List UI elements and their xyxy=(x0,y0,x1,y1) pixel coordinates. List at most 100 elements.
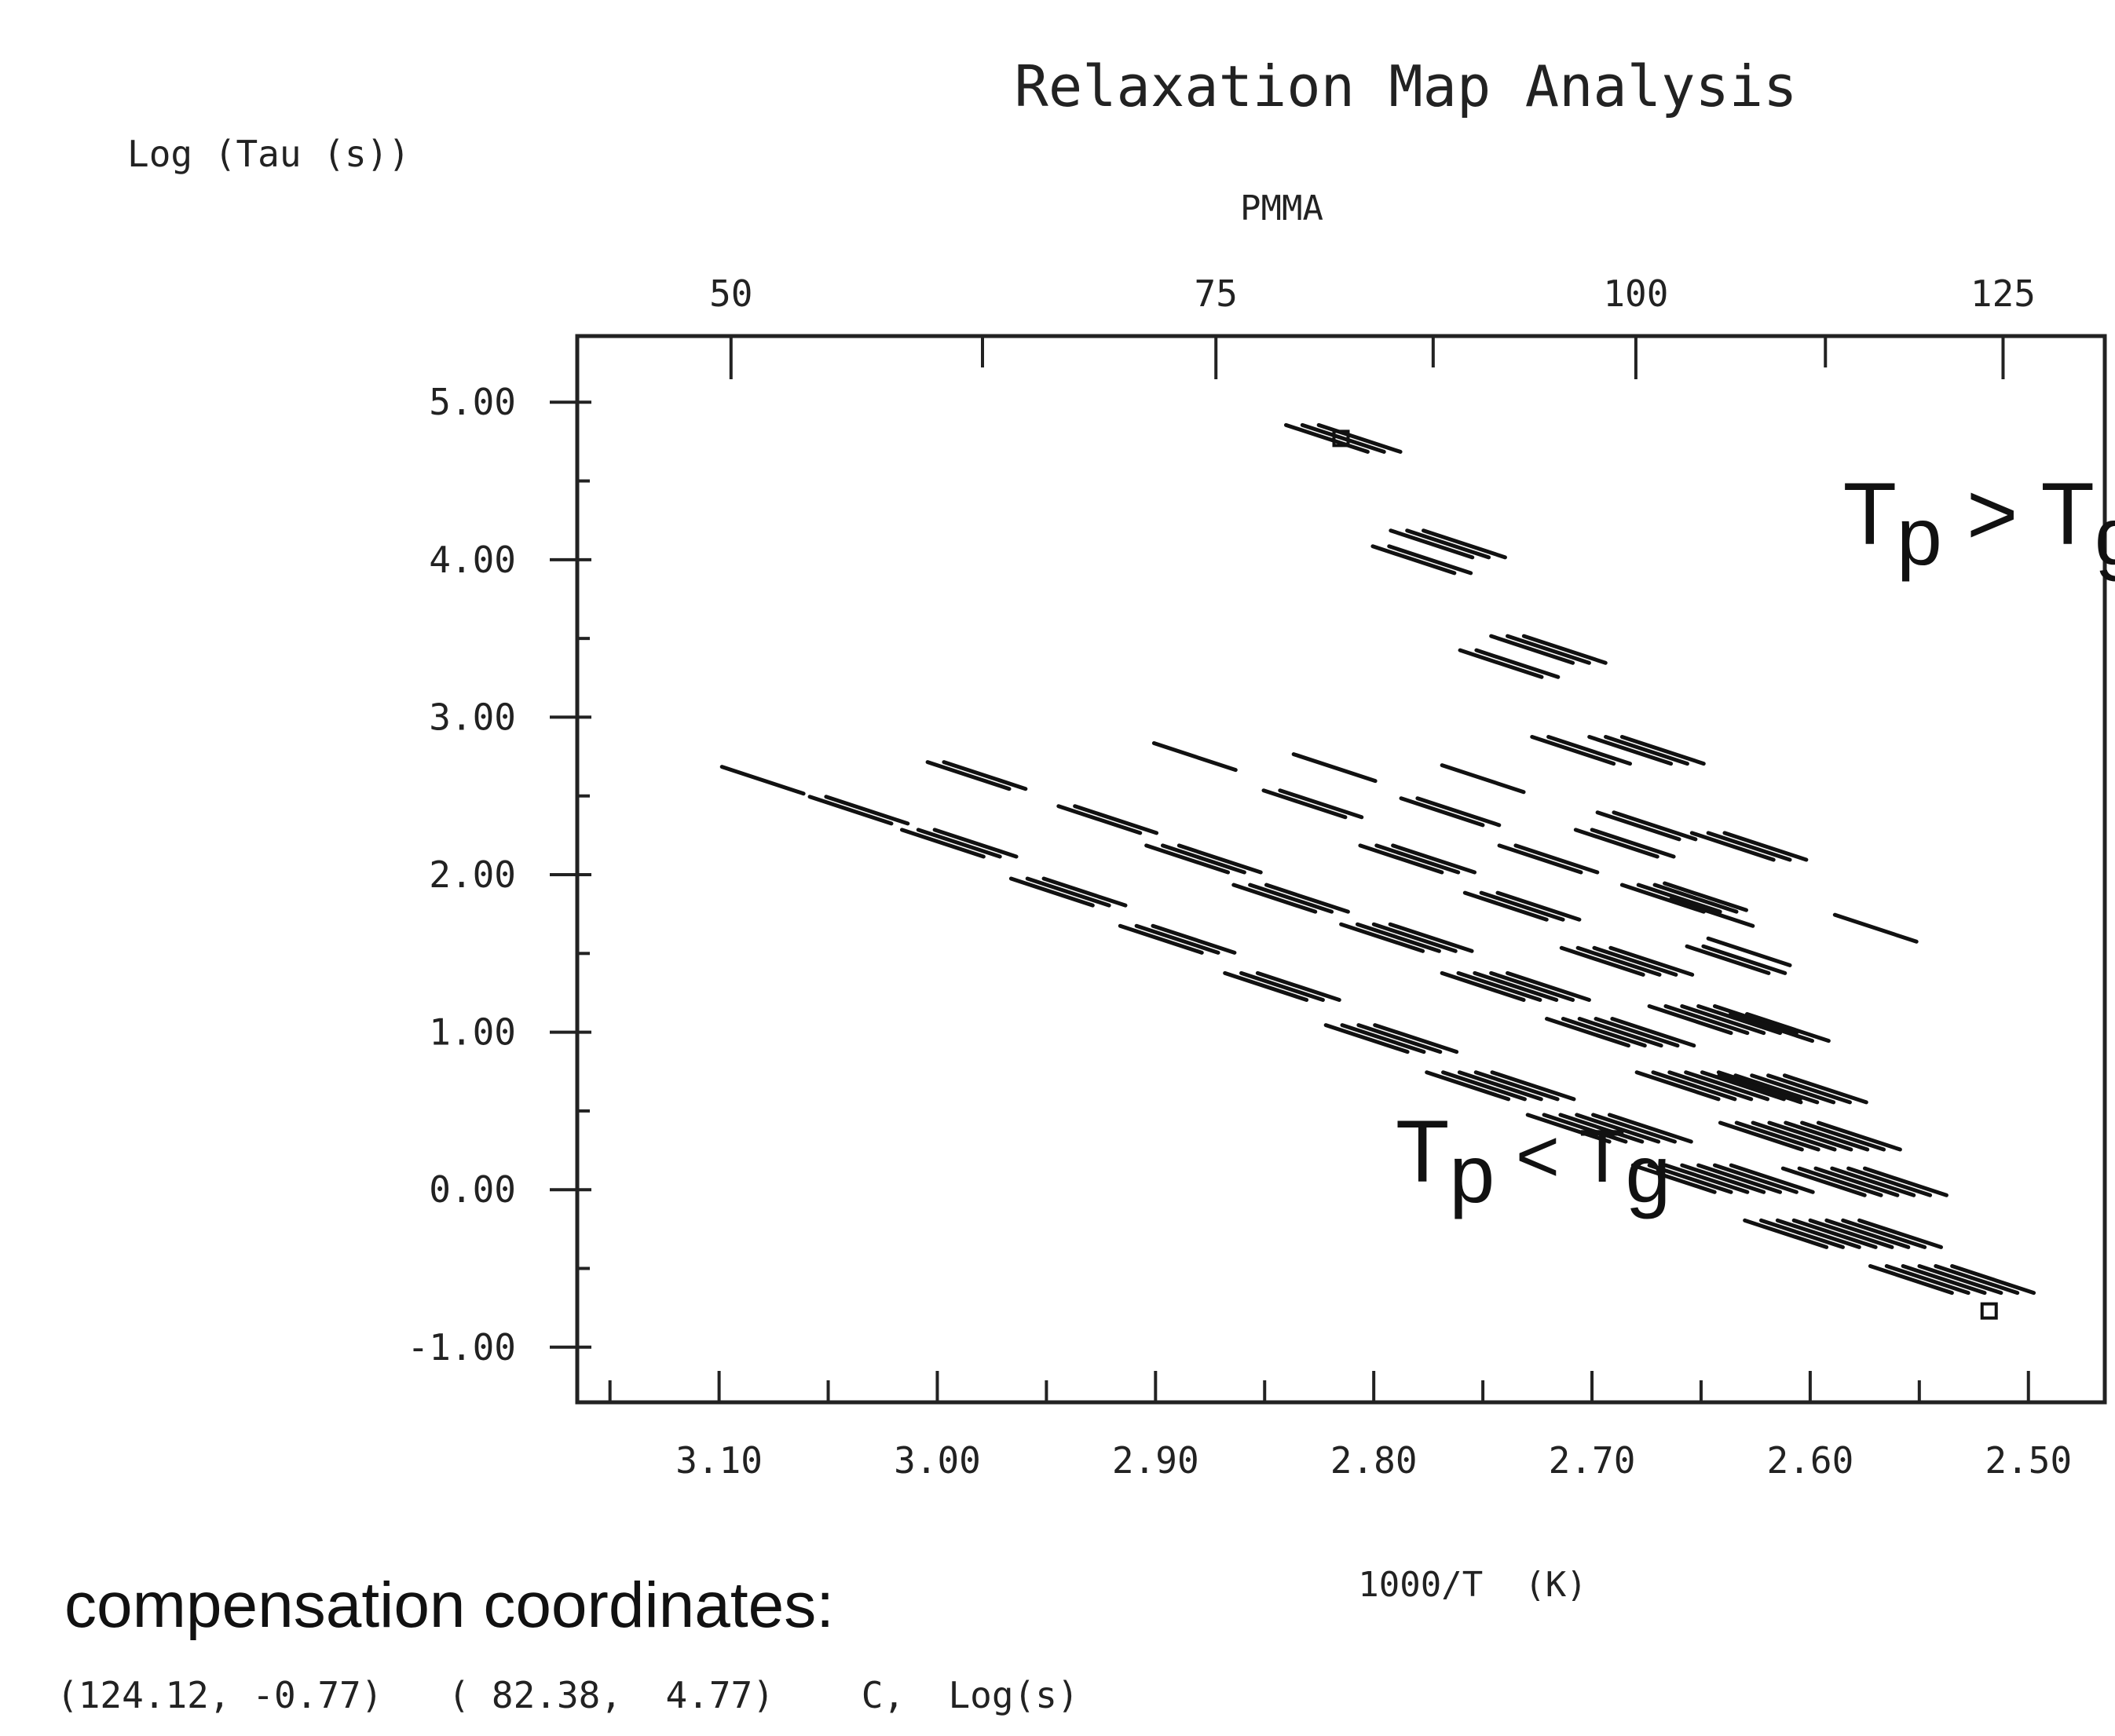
relaxation-segment xyxy=(1610,1017,1696,1048)
relaxation-segment xyxy=(1025,876,1111,908)
relaxation-segment xyxy=(1374,843,1461,875)
relaxation-segment xyxy=(1513,843,1600,875)
relaxation-segment xyxy=(1868,1263,1954,1296)
relaxation-segment xyxy=(1575,945,1662,977)
relaxation-segment xyxy=(1415,796,1502,828)
relaxation-segment xyxy=(1729,1012,1815,1043)
relaxation-segment xyxy=(1680,1004,1766,1036)
relaxation-segment xyxy=(1300,422,1386,454)
relaxation-segment xyxy=(1782,1073,1868,1105)
annotation-tp-greater-tg: Tp > Tg xyxy=(1843,465,2115,583)
relaxation-segment xyxy=(1370,544,1457,576)
annotation-upper-sub-p: p xyxy=(1897,492,1942,583)
y-axis: 5.00 4.00 3.00 2.00 1.00 0.00 -1.00 xyxy=(408,381,591,1369)
relaxation-segment xyxy=(1489,970,1575,1002)
annotation-lower-t: T xyxy=(1396,1102,1449,1201)
relaxation-segment xyxy=(1144,843,1231,875)
relaxation-segment xyxy=(1797,1166,1883,1197)
annotation-upper-t: T xyxy=(1843,465,1897,563)
relaxation-segment xyxy=(1595,810,1681,842)
bottom-axis: 3.10 3.00 2.90 2.80 2.70 2.60 2.50 xyxy=(608,1371,2072,1482)
relaxation-segment xyxy=(1884,1263,1970,1296)
relaxation-segment xyxy=(1425,1070,1511,1102)
top-tick-label: 125 xyxy=(1970,272,2036,315)
compensation-markers xyxy=(1332,429,1998,1320)
relaxation-segment xyxy=(1652,883,1739,914)
relaxation-segment xyxy=(1489,634,1575,665)
relaxation-segment xyxy=(1700,1070,1786,1102)
relaxation-series xyxy=(1440,763,1748,912)
relaxation-segment xyxy=(1751,1120,1837,1152)
relaxation-segment xyxy=(1440,763,1526,795)
relaxation-segment xyxy=(1832,912,1919,944)
relaxation-segment xyxy=(1722,831,1809,862)
relaxation-segment xyxy=(1160,843,1246,875)
relaxation-segment xyxy=(1630,1163,1717,1194)
relaxation-segment xyxy=(1680,1163,1766,1194)
relaxation-segment xyxy=(1619,883,1706,914)
relaxation-segment xyxy=(1264,883,1350,914)
relaxation-segment xyxy=(1612,810,1698,842)
relaxation-segment xyxy=(1808,1218,1894,1249)
relaxation-segment xyxy=(1255,970,1341,1002)
relaxation-segment xyxy=(1734,1120,1820,1152)
relaxation-segment xyxy=(1373,1023,1459,1054)
relaxation-segment xyxy=(1696,1004,1783,1036)
relaxation-segment xyxy=(1636,883,1722,914)
compensation-values: (124.12, -0.77) ( 82.38, 4.77) C, Log(s) xyxy=(57,1674,1079,1716)
relaxation-segment xyxy=(1733,1073,1820,1105)
x-tick-label: 2.80 xyxy=(1330,1439,1418,1482)
relaxation-segment xyxy=(1231,883,1318,914)
relaxation-segment xyxy=(1223,970,1309,1002)
relaxation-segment xyxy=(1521,634,1608,665)
relaxation-segment xyxy=(1729,1163,1815,1194)
y-tick-label: 1.00 xyxy=(429,1011,516,1054)
relaxation-segment xyxy=(1358,843,1444,875)
relaxation-segment xyxy=(1340,1023,1426,1054)
x-tick-label: 2.90 xyxy=(1112,1439,1199,1482)
relaxation-segment xyxy=(1813,1166,1900,1197)
relaxation-segment xyxy=(1824,1218,1911,1249)
relaxation-segment xyxy=(1791,1218,1878,1249)
data-layer xyxy=(719,422,2036,1296)
relaxation-segment xyxy=(1647,1004,1733,1036)
relaxation-segment xyxy=(1176,843,1263,875)
relaxation-segment xyxy=(1663,881,1748,912)
relaxation-segment xyxy=(1118,923,1204,955)
relaxation-segment xyxy=(1546,735,1633,766)
annotation-lower-relation: < T xyxy=(1495,1114,1625,1198)
relaxation-segment xyxy=(932,828,1019,859)
y-tick-label: 2.00 xyxy=(429,853,516,896)
relaxation-segment xyxy=(1473,970,1559,1002)
chart-title: Relaxation Map Analysis xyxy=(1015,53,1798,119)
relaxation-segment xyxy=(1441,1070,1527,1102)
relaxation-segment xyxy=(1663,1004,1750,1036)
relaxation-segment xyxy=(1684,1070,1770,1102)
relaxation-segment xyxy=(1784,1120,1870,1152)
x-tick-label: 2.70 xyxy=(1549,1439,1636,1482)
relaxation-segment xyxy=(1706,831,1792,862)
relaxation-segment xyxy=(1542,1113,1628,1144)
relaxation-segment xyxy=(1561,1017,1647,1048)
relaxation-segment xyxy=(899,828,986,859)
relaxation-series xyxy=(925,760,1949,1197)
relaxation-segment xyxy=(1339,922,1425,953)
relaxation-segment xyxy=(1917,1263,2003,1296)
relaxation-segment xyxy=(916,828,1002,859)
chart-subtitle: PMMA xyxy=(1240,188,1323,228)
annotation-lower-sub-p: p xyxy=(1449,1129,1495,1220)
relaxation-segment xyxy=(1816,1120,1902,1152)
top-tick-label: 100 xyxy=(1603,272,1668,315)
relaxation-segment xyxy=(1530,735,1616,766)
relaxation-segment xyxy=(1399,796,1485,828)
relaxation-segment xyxy=(1750,1073,1836,1105)
y-tick-label: 4.00 xyxy=(429,539,516,581)
y-axis-label: Log (Tau (s)) xyxy=(127,133,410,175)
relaxation-segment xyxy=(1634,1070,1721,1102)
relaxation-segment xyxy=(1387,544,1473,576)
relaxation-segment xyxy=(1490,1070,1576,1102)
annotation-tp-less-tg: Tp < Tg xyxy=(1396,1102,1670,1220)
relaxation-segment xyxy=(1323,1023,1410,1054)
relaxation-segment xyxy=(1759,1218,1845,1249)
